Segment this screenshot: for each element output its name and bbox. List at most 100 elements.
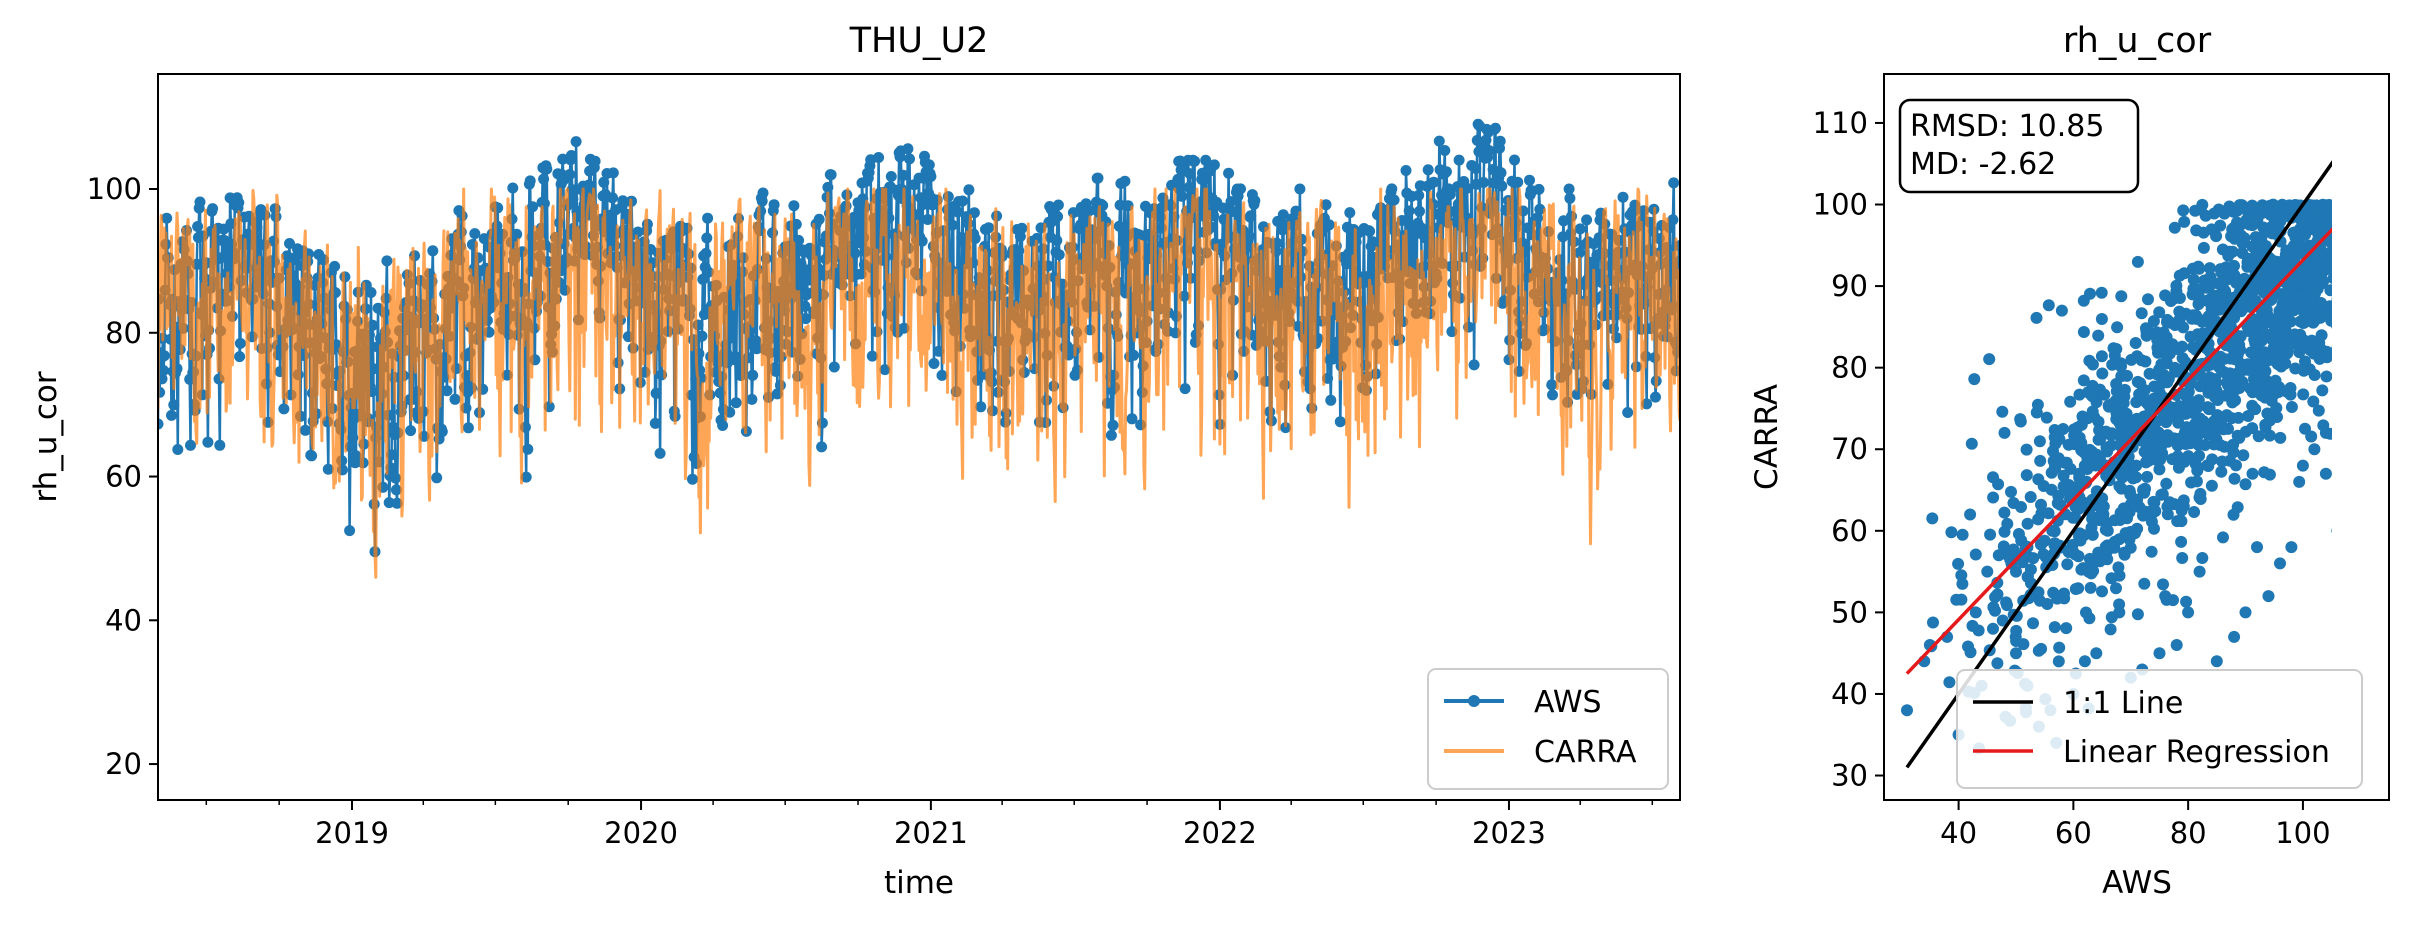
sc-xtick-label: 60	[2055, 816, 2092, 850]
aws-point	[975, 401, 987, 413]
aws-point	[793, 234, 805, 246]
scatter-point	[2138, 384, 2151, 397]
scatter-point	[2020, 469, 2033, 482]
aws-point	[1388, 194, 1400, 206]
aws-point	[952, 206, 964, 218]
aws-point	[1176, 190, 1188, 202]
scatter-point	[2052, 655, 2065, 668]
scatter-point	[2170, 279, 2183, 292]
scatter-point	[2151, 334, 2164, 347]
aws-point	[185, 439, 196, 451]
scatter-point	[2080, 606, 2092, 619]
aws-point	[1524, 174, 1535, 186]
aws-point	[1444, 188, 1456, 200]
scatter-point	[2297, 364, 2310, 377]
scatter-point	[2148, 522, 2160, 535]
aws-point	[522, 443, 534, 455]
aws-point	[904, 153, 915, 165]
scatter-point	[2191, 464, 2204, 477]
scatter-point	[2254, 239, 2267, 252]
scatter-point	[2095, 313, 2108, 325]
scatter-point	[2073, 467, 2086, 480]
ts-ytick-label: 80	[105, 316, 142, 350]
aws-point	[1199, 173, 1211, 185]
aws-point	[427, 245, 439, 257]
aws-point	[225, 218, 237, 230]
scatter-point	[2202, 428, 2215, 441]
aws-point	[194, 196, 206, 208]
scatter-point	[2260, 303, 2273, 316]
aws-point	[1428, 176, 1440, 188]
aws-point	[391, 497, 403, 509]
scatter-point	[2320, 370, 2332, 383]
aws-point	[1243, 230, 1255, 242]
ts-xtick-label: 2021	[894, 816, 968, 850]
aws-point	[511, 228, 523, 240]
scatter-point	[2297, 388, 2310, 401]
scatter-point	[2115, 384, 2128, 397]
aws-point	[686, 389, 698, 401]
scatter-point	[2174, 409, 2187, 421]
scatter-point	[2310, 204, 2323, 217]
scatter-point	[2168, 221, 2181, 234]
scatter-point	[2086, 358, 2099, 371]
scatter-point	[2110, 343, 2123, 355]
aws-point	[1573, 247, 1585, 259]
scatter-point	[2208, 438, 2220, 451]
scatter-point	[2291, 235, 2304, 248]
scatter-point	[1998, 426, 2011, 439]
aws-point	[381, 255, 393, 267]
scatter-point	[2274, 206, 2287, 219]
scatter-point	[2034, 454, 2047, 467]
aws-point	[1223, 167, 1235, 179]
aws-point	[726, 332, 738, 344]
aws-point	[1031, 232, 1043, 244]
scatter-point	[2157, 578, 2169, 591]
aws-point	[431, 472, 443, 484]
scatter-point	[2015, 501, 2027, 513]
scatter-point	[2048, 525, 2061, 538]
scatter-point	[2308, 443, 2321, 456]
aws-point	[1229, 206, 1241, 218]
aws-point	[700, 247, 712, 259]
scatter-point	[2060, 622, 2073, 635]
aws-point	[1092, 172, 1104, 184]
aws-point	[873, 152, 885, 163]
scatter-point	[2258, 466, 2271, 479]
scatter-point	[1987, 622, 1999, 635]
aws-point	[1483, 145, 1495, 157]
aws-point	[788, 200, 800, 212]
aws-point	[566, 184, 578, 196]
scatter-point	[2160, 477, 2173, 490]
aws-point	[1235, 183, 1246, 195]
aws-point	[1249, 195, 1261, 207]
aws-point	[822, 181, 834, 193]
scatter-point	[2296, 459, 2309, 472]
sc-ytick-label: 40	[1831, 677, 1868, 711]
scatter-point	[2246, 422, 2259, 435]
scatter-point	[2228, 232, 2241, 245]
scatter-point	[2042, 299, 2055, 312]
ts-ytick-label: 20	[105, 747, 142, 781]
aws-point	[800, 313, 812, 325]
aws-point	[902, 143, 914, 155]
aws-point	[1334, 416, 1346, 428]
aws-point	[849, 247, 861, 259]
aws-point	[925, 171, 937, 182]
aws-point	[306, 450, 318, 462]
aws-point	[897, 169, 909, 181]
aws-point	[1258, 221, 1269, 233]
aws-point	[1014, 231, 1026, 242]
aws-point	[207, 203, 219, 215]
aws-point	[607, 192, 618, 204]
aws-point	[855, 268, 867, 280]
scatter-point	[2037, 548, 2050, 561]
scatter-point	[1996, 405, 2009, 418]
aws-point	[565, 150, 577, 161]
aws-point	[851, 216, 863, 228]
scatter-point	[2246, 386, 2259, 399]
scatter-point	[2217, 531, 2229, 544]
scatter-point	[2021, 517, 2034, 530]
scatter-point	[2138, 445, 2151, 458]
aws-point	[1581, 214, 1593, 226]
